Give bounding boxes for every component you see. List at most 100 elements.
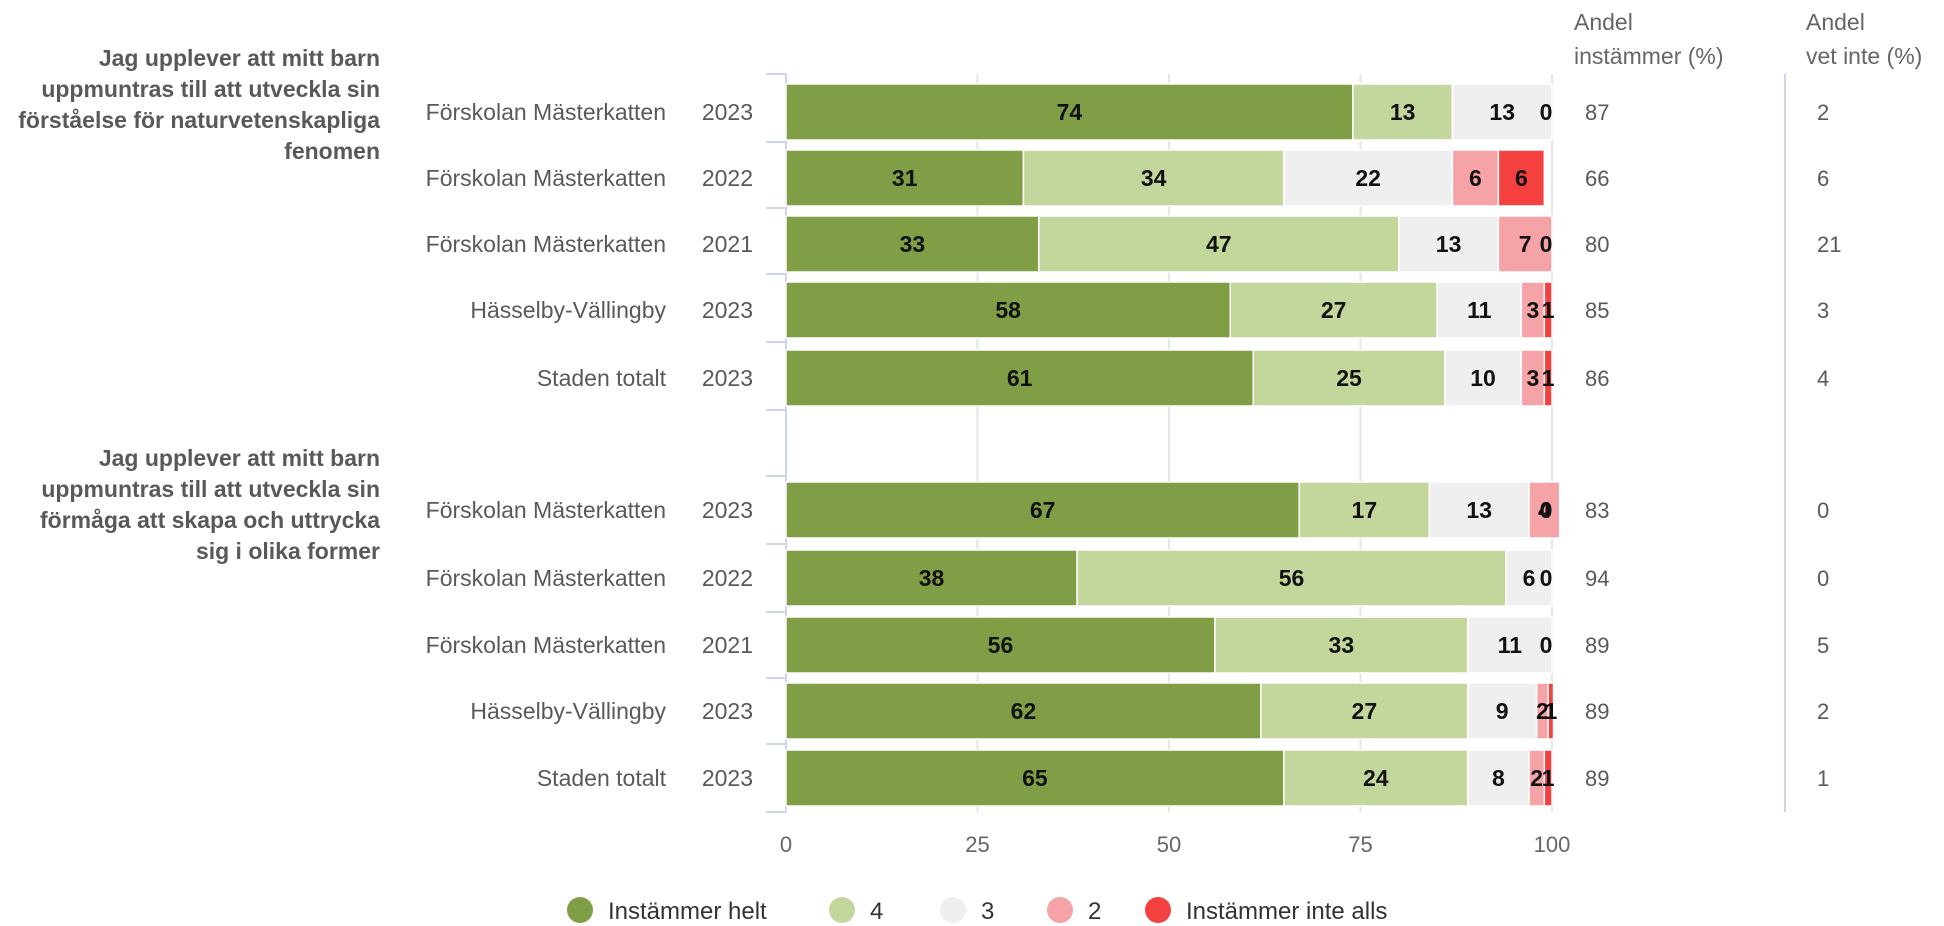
- legend-item[interactable]: Instämmer helt: [567, 897, 767, 925]
- vetinte-value: 6: [1817, 166, 1829, 191]
- bar-data-label: 6: [1523, 565, 1536, 591]
- row-year: 2021: [702, 632, 753, 658]
- vetinte-value: 2: [1817, 699, 1829, 724]
- row-label: Förskolan Mästerkatten: [426, 565, 666, 591]
- bar-segment[interactable]: [1547, 682, 1555, 740]
- bar-segment[interactable]: [1260, 682, 1469, 740]
- bar-segment[interactable]: [1022, 149, 1285, 207]
- bar-data-label: 74: [1057, 99, 1083, 125]
- row-year: 2023: [702, 698, 753, 724]
- bar-data-label: 13: [1466, 497, 1492, 523]
- bar-data-label: 56: [1279, 565, 1305, 591]
- bar-data-label: 7: [1519, 231, 1532, 257]
- row-label: Förskolan Mästerkatten: [426, 632, 666, 658]
- bar-data-label: 24: [1363, 765, 1389, 791]
- instammer-value: 87: [1585, 100, 1609, 125]
- bar-data-label: 38: [919, 565, 945, 591]
- bar-segment[interactable]: [1543, 281, 1553, 339]
- vetinte-value: 1: [1817, 766, 1829, 791]
- bar-segment[interactable]: [1466, 616, 1553, 674]
- legend-item[interactable]: 2: [1047, 897, 1101, 925]
- legend-item[interactable]: Instämmer inte alls: [1145, 897, 1387, 925]
- instammer-value: 89: [1585, 699, 1609, 724]
- bar-segment[interactable]: [785, 616, 1216, 674]
- bar-segment[interactable]: [1229, 281, 1438, 339]
- bars-layer: [785, 83, 1561, 807]
- question-label: uppmuntras till att utveckla sin: [41, 76, 380, 102]
- bar-segment[interactable]: [1543, 349, 1553, 407]
- bar-segment[interactable]: [1451, 149, 1500, 207]
- bar-data-label: 3: [1526, 365, 1539, 391]
- legend-label: 4: [870, 898, 883, 925]
- bar-segment[interactable]: [785, 749, 1285, 807]
- legend-label: 2: [1088, 898, 1101, 925]
- bar-segment[interactable]: [785, 349, 1255, 407]
- question-label: fenomen: [284, 138, 380, 164]
- bar-segment[interactable]: [1352, 83, 1454, 141]
- bar-data-label: 1: [1542, 765, 1555, 791]
- vetinte-value: 3: [1817, 298, 1829, 323]
- bar-segment[interactable]: [1466, 749, 1530, 807]
- bar-data-label: 4: [1538, 497, 1551, 523]
- bar-data-label: 27: [1352, 698, 1378, 724]
- bar-segment[interactable]: [1451, 83, 1553, 141]
- row-year: 2023: [702, 99, 753, 125]
- bar-segment[interactable]: [1543, 749, 1553, 807]
- bar-segment[interactable]: [1497, 149, 1546, 207]
- bar-segment[interactable]: [785, 281, 1232, 339]
- bar-segment[interactable]: [785, 215, 1040, 273]
- question-label: Jag upplever att mitt barn: [99, 445, 380, 471]
- bar-segment[interactable]: [1505, 549, 1553, 607]
- row-year: 2022: [702, 165, 753, 191]
- vetinte-value: 2: [1817, 100, 1829, 125]
- instammer-value: 80: [1585, 232, 1609, 257]
- bar-segment[interactable]: [1398, 215, 1500, 273]
- bar-data-label: 61: [1007, 365, 1033, 391]
- bar-segment[interactable]: [785, 149, 1025, 207]
- vetinte-value: 0: [1817, 566, 1829, 591]
- legend-label: Instämmer helt: [608, 898, 767, 925]
- bar-data-label: 9: [1496, 698, 1509, 724]
- bar-data-label: 0: [1540, 99, 1553, 125]
- bar-data-label: 22: [1355, 165, 1381, 191]
- row-label: Hässelby-Vällingby: [470, 698, 666, 724]
- bar-data-label: 56: [988, 632, 1014, 658]
- bar-segment[interactable]: [1038, 215, 1400, 273]
- instammer-value: 83: [1585, 498, 1609, 523]
- bar-segment[interactable]: [1436, 281, 1523, 339]
- bar-segment[interactable]: [785, 682, 1262, 740]
- bar-data-label: 3: [1526, 297, 1539, 323]
- bar-data-label: 31: [892, 165, 918, 191]
- bar-segment[interactable]: [1444, 349, 1523, 407]
- x-tick-label: 75: [1348, 832, 1372, 857]
- bar-segment[interactable]: [1076, 549, 1507, 607]
- bar-segment[interactable]: [1528, 481, 1561, 539]
- question-label: sig i olika former: [196, 538, 380, 564]
- bar-data-label: 33: [900, 231, 926, 257]
- bar-data-label: 58: [995, 297, 1021, 323]
- bar-segment[interactable]: [1252, 349, 1446, 407]
- bar-segment[interactable]: [1298, 481, 1431, 539]
- legend-item[interactable]: 4: [829, 897, 883, 925]
- instammer-value: 86: [1585, 366, 1609, 391]
- bar-segment[interactable]: [785, 83, 1354, 141]
- legend-marker: [940, 897, 966, 923]
- instammer-header-line2: instämmer (%): [1574, 43, 1724, 69]
- bar-data-label: 1: [1542, 297, 1555, 323]
- bar-segment[interactable]: [1283, 149, 1454, 207]
- bar-data-label: 0: [1540, 632, 1553, 658]
- bar-data-label: 0: [1540, 231, 1553, 257]
- instammer-header-line1: Andel: [1574, 9, 1633, 35]
- instammer-value: 85: [1585, 298, 1609, 323]
- bar-segment[interactable]: [1428, 481, 1530, 539]
- legend-item[interactable]: 3: [940, 897, 994, 925]
- bar-data-label: 62: [1011, 698, 1037, 724]
- bar-data-label: 13: [1489, 99, 1515, 125]
- bar-data-label: 65: [1022, 765, 1048, 791]
- legend-marker: [567, 897, 593, 923]
- row-label: Hässelby-Vällingby: [470, 297, 666, 323]
- bar-data-label: 6: [1469, 165, 1482, 191]
- bar-segment[interactable]: [1497, 215, 1553, 273]
- legend[interactable]: Instämmer helt 4 3 2 Instämmer inte alls: [567, 897, 1387, 925]
